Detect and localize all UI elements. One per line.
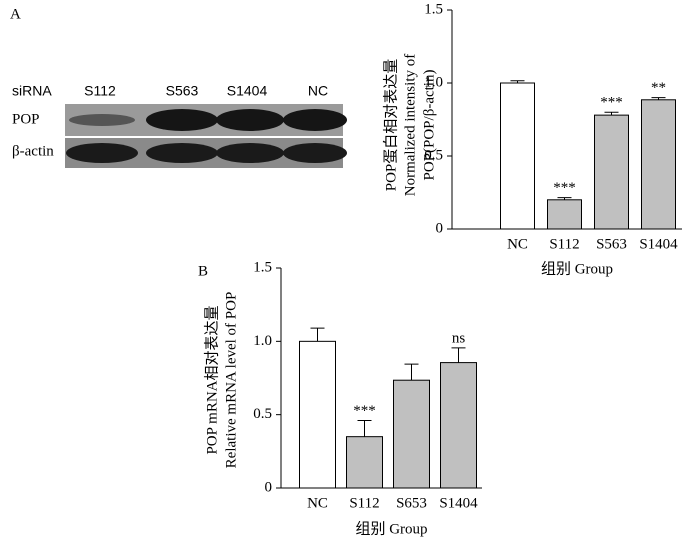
lane-label: S1404 <box>227 83 268 99</box>
y-axis-label: Relative mRNA level of POP <box>223 292 239 469</box>
bar <box>547 199 582 230</box>
y-axis-label: POP(POP/β-actin) <box>421 70 437 181</box>
significance-label: ns <box>452 330 466 346</box>
significance-label: *** <box>600 95 623 111</box>
error-bar <box>510 80 525 83</box>
x-tick-label: S112 <box>549 236 579 252</box>
bar <box>500 82 535 230</box>
y-tick-label: 0.5 <box>424 147 443 163</box>
x-tick-label: NC <box>307 495 328 511</box>
bar <box>299 340 336 489</box>
error-bar <box>651 97 666 100</box>
x-axis-label: 组别 Group <box>355 520 427 537</box>
x-tick-label: S653 <box>396 495 427 511</box>
panel-label: A <box>10 6 21 22</box>
significance-label: *** <box>553 180 576 196</box>
bar <box>641 99 676 230</box>
blot <box>65 104 347 168</box>
error-bar <box>310 327 325 342</box>
bar <box>346 436 383 489</box>
y-tick-label: 1.0 <box>253 333 272 349</box>
y-tick-label: 1.5 <box>424 1 443 17</box>
error-bar <box>604 111 619 116</box>
lane-label: S112 <box>84 83 116 99</box>
error-bar <box>357 420 372 437</box>
y-tick-label: 0 <box>436 220 444 236</box>
y-tick-label: 0 <box>265 479 273 495</box>
x-tick-label: S563 <box>596 236 627 252</box>
y-axis-label: POP蛋白相对表达量 <box>382 59 399 192</box>
lane-label: NC <box>308 83 328 99</box>
bar <box>594 114 629 230</box>
x-tick-label: NC <box>507 236 528 252</box>
significance-label: ** <box>651 80 666 96</box>
error-bar <box>404 363 419 381</box>
y-axis-label: POP mRNA相对表达量 <box>203 305 220 454</box>
panel-label: B <box>198 263 208 279</box>
row-label: POP <box>12 111 40 127</box>
y-tick-label: 1.5 <box>253 259 272 275</box>
lane-label: S563 <box>166 83 199 99</box>
error-bar <box>451 347 466 363</box>
error-bar <box>557 197 572 200</box>
blot-header: siRNA <box>12 83 52 99</box>
x-tick-label: S1404 <box>639 236 678 252</box>
x-tick-label: S1404 <box>439 495 478 511</box>
bar <box>393 379 430 489</box>
y-axis-label: Normalized intensity of <box>402 54 418 196</box>
row-label: β-actin <box>12 143 54 159</box>
significance-label: *** <box>353 403 376 419</box>
bar <box>440 362 477 489</box>
y-tick-label: 1.0 <box>424 74 443 90</box>
y-tick-label: 0.5 <box>253 406 272 422</box>
x-axis-label: 组别 Group <box>541 260 613 277</box>
x-tick-label: S112 <box>349 495 379 511</box>
